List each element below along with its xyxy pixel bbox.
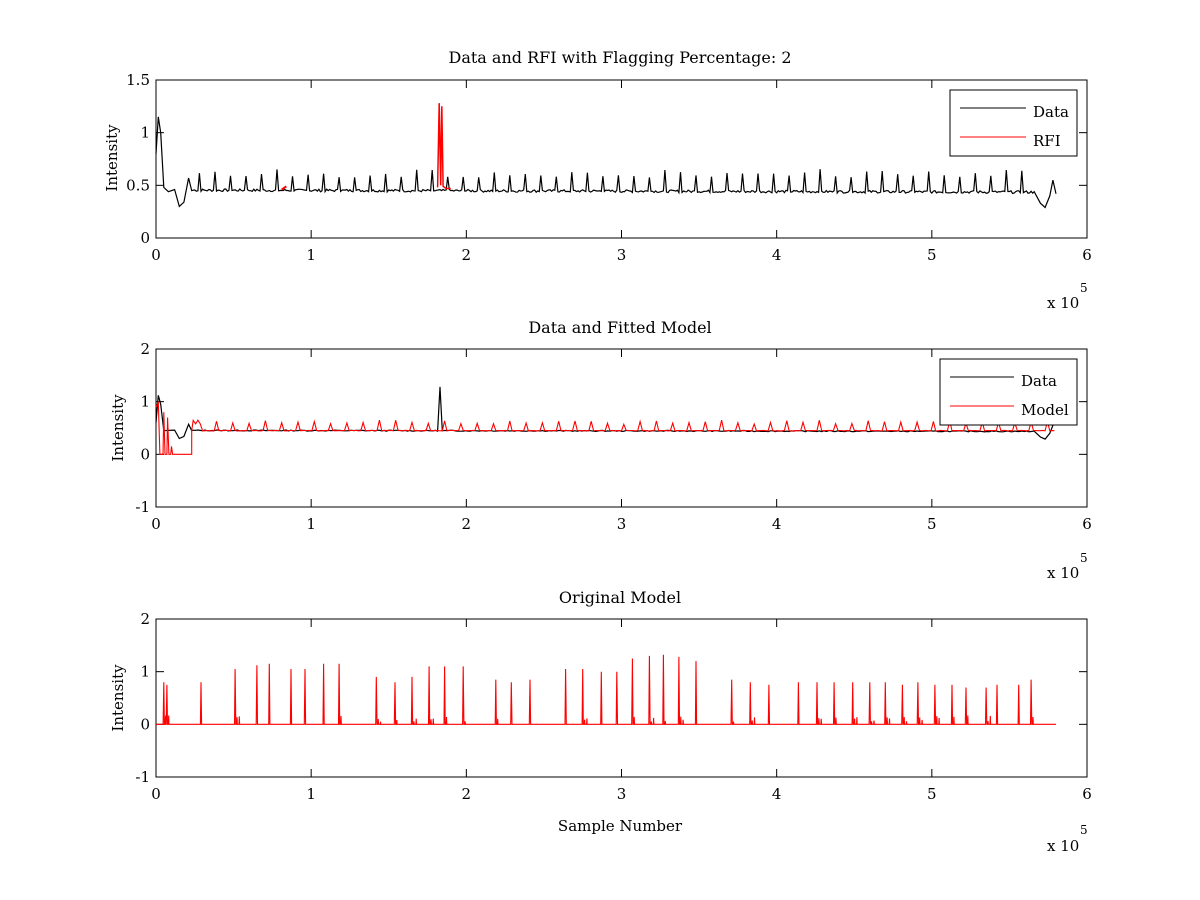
panel-rfi: Data and RFI with Flagging Percentage: 2…	[103, 48, 1092, 312]
ytick-label: 1	[140, 124, 150, 142]
xtick-label: 4	[772, 515, 782, 533]
panel-original-ylabel: Intensity	[109, 664, 127, 732]
panel-fitted-plot-area	[155, 386, 1055, 455]
panel-rfi-axes-box	[155, 79, 1088, 239]
series-original-model-line	[156, 654, 1056, 725]
panel-original-axes-box	[155, 618, 1088, 778]
xtick-label: 2	[462, 246, 472, 264]
panel-original-title: Original Model	[559, 588, 681, 607]
panel-original-yticks: -1 0 1 2	[135, 610, 1087, 786]
xtick-label: 0	[151, 785, 161, 803]
panel-rfi-xticks: 0 1 2 3 4 5 6	[151, 80, 1092, 264]
ytick-label: 1	[140, 663, 150, 681]
xtick-label: 6	[1082, 515, 1092, 533]
xtick-label: 3	[617, 785, 627, 803]
xtick-label: 0	[151, 515, 161, 533]
xtick-label: 5	[927, 785, 937, 803]
panel-rfi-xexponent-prefix: x 10	[1047, 294, 1079, 312]
xtick-label: 5	[927, 515, 937, 533]
series-data-line	[155, 116, 1057, 209]
panel-fitted-xexponent-prefix: x 10	[1047, 564, 1079, 582]
ytick-label: 1.5	[126, 71, 150, 89]
xtick-label: 4	[772, 246, 782, 264]
ytick-label: -1	[135, 498, 150, 516]
series-rfi-mark	[281, 185, 287, 191]
panel-original-xticks: 0 1 2 3 4 5 6	[151, 619, 1092, 803]
xtick-label: 1	[306, 515, 316, 533]
panel-original-plot-area	[156, 654, 1056, 725]
panel-fitted-legend-box	[939, 358, 1078, 426]
panel-rfi-legend: Data RFI	[949, 89, 1078, 157]
panel-rfi-yticks: 0 0.5 1 1.5	[126, 71, 1087, 247]
xtick-label: 4	[772, 785, 782, 803]
xtick-label: 1	[306, 246, 316, 264]
panel-fitted-xticks: 0 1 2 3 4 5 6	[151, 349, 1092, 533]
ytick-label: 2	[140, 340, 150, 358]
ytick-label: 1	[140, 393, 150, 411]
xtick-label: 6	[1082, 785, 1092, 803]
ytick-label: 0	[140, 229, 150, 247]
xtick-label: 3	[617, 515, 627, 533]
panel-fitted-ylabel: Intensity	[109, 394, 127, 462]
ytick-label: 0.5	[126, 176, 150, 194]
ytick-label: 0	[140, 445, 150, 463]
xtick-label: 6	[1082, 246, 1092, 264]
panel-rfi-title: Data and RFI with Flagging Percentage: 2	[448, 48, 791, 67]
panel-fitted-legend: Data Model	[939, 358, 1078, 426]
series-rfi-line	[436, 103, 451, 190]
legend-rfi-label: RFI	[1033, 132, 1061, 150]
legend-data-label: Data	[1033, 103, 1069, 121]
panel-fitted-xexponent-power: 5	[1080, 551, 1088, 565]
ytick-label: -1	[135, 768, 150, 786]
legend-model-label: Model	[1021, 401, 1069, 419]
xtick-label: 0	[151, 246, 161, 264]
xtick-label: 3	[617, 246, 627, 264]
ytick-label: 2	[140, 610, 150, 628]
panel-original-xlabel: Sample Number	[558, 817, 683, 835]
panel-rfi-xexponent-power: 5	[1080, 281, 1088, 295]
ytick-label: 0	[140, 715, 150, 733]
xtick-label: 1	[306, 785, 316, 803]
xtick-label: 2	[462, 515, 472, 533]
panel-rfi-ylabel: Intensity	[103, 124, 121, 192]
panel-rfi-legend-box	[949, 89, 1078, 157]
series-model-line	[155, 401, 1055, 455]
panel-original-xexponent-prefix: x 10	[1047, 837, 1079, 855]
xtick-label: 5	[927, 246, 937, 264]
panel-fitted-title: Data and Fitted Model	[528, 318, 711, 337]
panel-original-xexponent-power: 5	[1080, 823, 1088, 837]
panel-rfi-plot-area	[155, 103, 1057, 209]
legend-fitted-data-label: Data	[1021, 372, 1057, 390]
xtick-label: 2	[462, 785, 472, 803]
